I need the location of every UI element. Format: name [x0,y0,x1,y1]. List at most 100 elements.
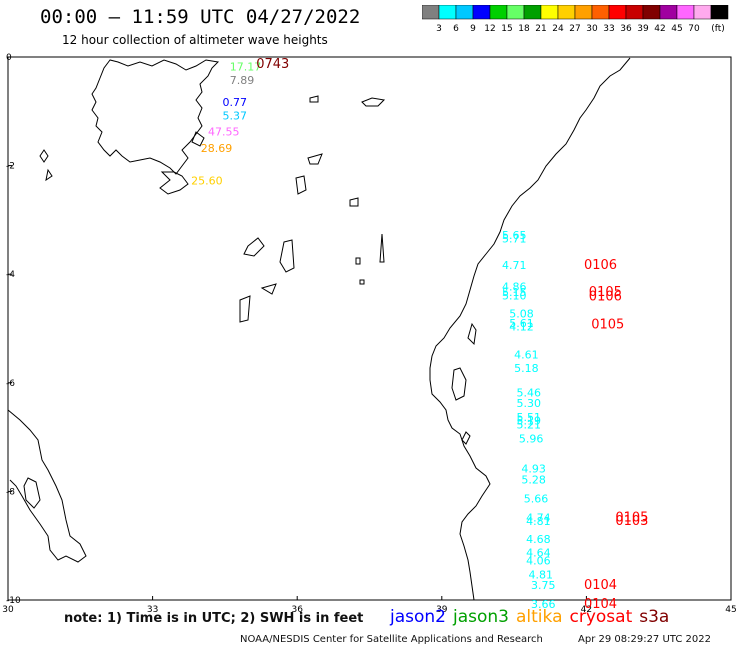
color-swatch [422,5,440,20]
pass-time-label: 0105 [615,510,648,525]
x-tick-label: 36 [291,605,303,615]
wave-height-value: 7.89 [230,74,255,87]
small-lake [279,239,295,273]
island-pemba [467,322,477,346]
y-tick-label: -10 [6,596,21,606]
scale-tick-label: 39 [637,24,649,34]
y-tick-label: -2 [6,162,15,172]
wave-height-value: 4.06 [526,555,551,568]
lake-nyasa-outline [7,409,87,563]
wave-height-value: 5.37 [222,109,247,122]
pass-time-label: 0103 [615,514,648,529]
scale-tick-label: 3 [436,24,442,34]
x-axis: 30 33 36 39 42 45 [2,596,737,615]
scale-tick-label: 15 [501,24,512,34]
wave-height-value: 4.64 [526,547,551,560]
wave-height-value: 4.71 [502,259,527,272]
generated-timestamp: Apr 29 08:29:27 UTC 2022 [578,634,711,645]
pass-time-label: 0106 [589,289,622,304]
scale-tick-label: 12 [484,24,495,34]
island [45,168,53,182]
wave-height-value: 47.55 [208,126,240,139]
mission-legend: jason2 jason3 altika cryosat s3a [390,607,676,627]
x-tick-label: 45 [725,605,736,615]
scale-tick-label: 45 [671,24,682,34]
mission-cryosat: cryosat [569,607,633,627]
small-lake [361,97,386,107]
color-swatch [642,5,661,20]
wave-height-value: 5.51 [517,411,542,424]
wave-height-value: 5.28 [521,473,546,486]
scale-unit: (ft) [711,24,725,34]
wave-height-value: 4.74 [526,511,551,524]
scale-tick-label: 30 [586,24,598,34]
island [191,131,205,147]
wave-height-value: 5.96 [519,433,544,446]
pass-time-label: 0104 [584,578,617,593]
color-swatch [710,5,729,20]
color-swatch [625,5,644,20]
color-swatch [455,5,474,20]
wave-height-value: 5.71 [502,233,527,246]
wave-height-value: 5.21 [517,418,542,431]
color-swatch [574,5,593,20]
pass-time-label: 0743 [256,57,289,72]
mission-jason2: jason2 [390,607,446,627]
y-axis: 0 -2 -4 -6 -8 -10 [6,53,21,606]
y-tick-label: -8 [6,487,15,497]
y-tick-label: -6 [6,379,15,389]
small-lake [307,153,323,165]
color-swatch [489,5,508,20]
wave-height-value: 0.77 [222,96,247,109]
small-lake [239,295,251,323]
pass-time-label: 0104 [584,597,617,612]
wave-height-labels: 17.177.89 0.775.37 47.55 28.69 25.60 5.655.71… [191,61,555,612]
small-lake [243,237,265,257]
wave-height-value: 4.93 [521,462,546,475]
color-swatch [659,5,678,20]
y-tick-label: -4 [6,270,15,280]
x-tick-label: 30 [2,605,14,615]
scale-tick-label: 6 [453,24,459,34]
scale-tick-label: 21 [535,24,546,34]
wave-height-value: 5.10 [502,290,527,303]
scale-tick-label: 36 [620,24,632,34]
small-lake [379,233,385,263]
wave-height-value: 4.81 [526,515,551,528]
color-swatch [506,5,525,20]
lake-victoria-outline [91,59,220,175]
small-lake [309,95,319,103]
color-swatch [608,5,627,20]
x-tick-label: 42 [581,605,592,615]
pass-time-label: 0105 [591,318,624,333]
color-swatch [438,5,457,20]
wave-height-value: 5.65 [502,229,527,242]
small-lake [359,279,365,285]
small-lake [260,283,277,295]
scale-tick-label: 42 [654,24,665,34]
mission-jason3: jason3 [453,607,509,627]
color-swatch [693,5,712,20]
map-frame [7,56,732,601]
wave-height-value: 5.30 [517,397,542,410]
wave-height-value: 5.15 [502,286,527,299]
pass-time-label: 0105 [589,285,622,300]
scale-tick-label: 33 [603,24,614,34]
wave-height-value: 5.66 [524,492,549,505]
color-swatch [676,5,695,20]
coastlines [7,57,631,601]
scale-tick-label: 27 [569,24,580,34]
wave-height-value: 5.08 [509,308,534,321]
wave-height-value: 5.46 [517,386,542,399]
scale-tick-label: 24 [552,24,564,34]
island [39,149,49,163]
scale-tick-label: 9 [470,24,476,34]
wave-height-value: 3.66 [531,598,556,611]
wave-height-value: 4.12 [509,321,534,334]
color-swatch [591,5,610,20]
page-subtitle: 12 hour collection of altimeter wave hei… [62,33,328,47]
pass-time-label: 0106 [584,258,617,273]
wave-height-value: 3.75 [531,579,556,592]
